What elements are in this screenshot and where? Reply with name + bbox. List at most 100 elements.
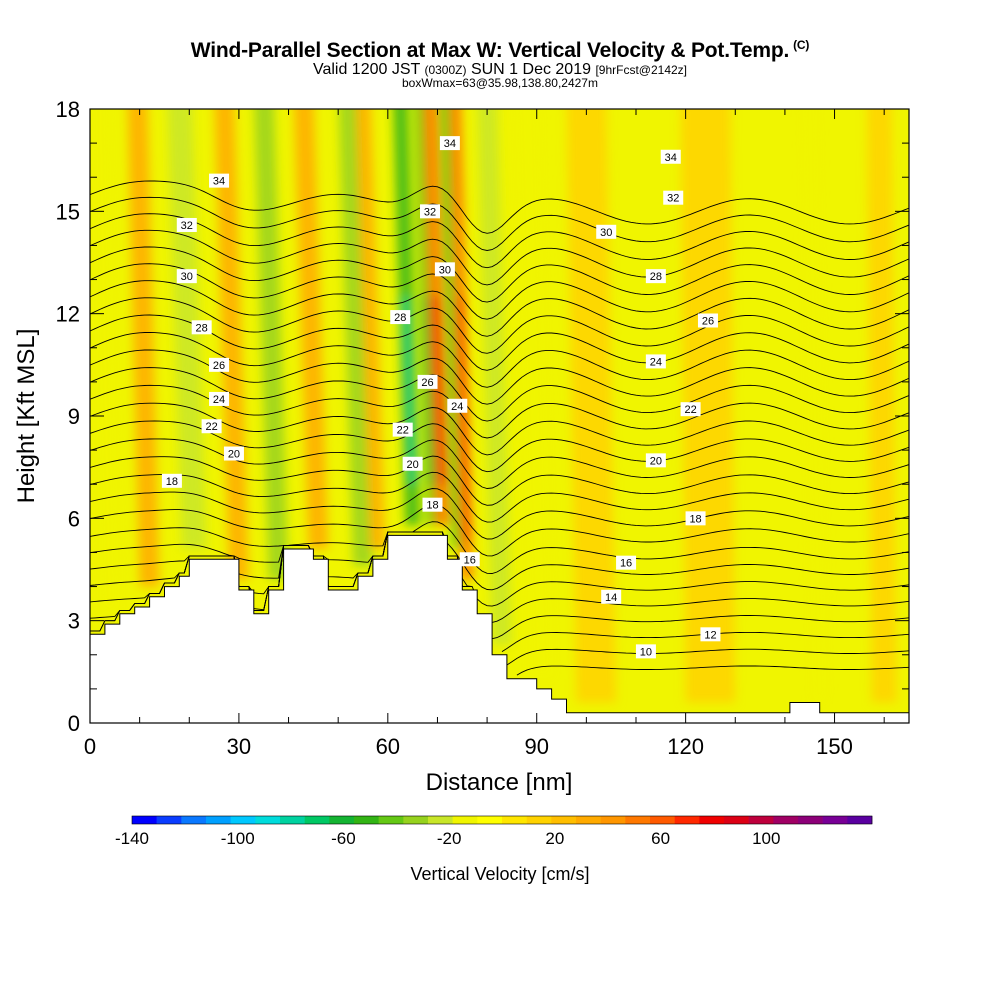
copyright-mark: (C) bbox=[793, 38, 810, 52]
y-tick-label: 18 bbox=[56, 97, 80, 122]
y-axis-label: Height [Kft MSL] bbox=[13, 329, 40, 504]
theta-label: 16 bbox=[616, 555, 637, 570]
theta-contour bbox=[90, 213, 909, 269]
theta-contours bbox=[90, 180, 909, 676]
colorbar-swatch bbox=[526, 816, 552, 824]
svg-text:26: 26 bbox=[213, 360, 225, 372]
colorbar-swatch bbox=[156, 816, 182, 824]
velocity-core bbox=[431, 296, 446, 485]
svg-text:34: 34 bbox=[665, 152, 677, 164]
svg-text:30: 30 bbox=[600, 227, 612, 239]
colorbar-tick-label: 100 bbox=[752, 829, 780, 848]
theta-contour bbox=[90, 349, 909, 405]
colorbar-swatch bbox=[206, 816, 231, 824]
theta-label: 28 bbox=[645, 269, 666, 284]
colorbar-swatch bbox=[798, 816, 823, 824]
colorbar-swatch bbox=[502, 816, 527, 824]
theta-label: 18 bbox=[161, 473, 182, 488]
theta-contour bbox=[90, 196, 909, 251]
svg-text:16: 16 bbox=[620, 558, 632, 570]
theta-label: 26 bbox=[417, 374, 438, 389]
velocity-core bbox=[401, 296, 416, 485]
svg-text:22: 22 bbox=[397, 425, 409, 437]
terrain bbox=[90, 534, 909, 723]
svg-text:34: 34 bbox=[444, 138, 456, 150]
svg-text:22: 22 bbox=[205, 421, 217, 433]
theta-contour bbox=[90, 531, 909, 607]
colorbar-swatch bbox=[576, 816, 601, 824]
colorbar-tick-label: -100 bbox=[221, 829, 255, 848]
colorbar-swatch bbox=[551, 816, 577, 824]
svg-text:24: 24 bbox=[650, 356, 662, 368]
svg-text:26: 26 bbox=[702, 315, 714, 327]
theta-contour bbox=[90, 297, 909, 354]
x-tick-label: 150 bbox=[816, 734, 853, 759]
theta-label: 20 bbox=[402, 456, 423, 471]
theta-labels: 34 32 30 28 26 24 22 20 18 34 32 30 28 26 24 22 20 18 16 34… bbox=[161, 136, 721, 659]
svg-text:18: 18 bbox=[689, 513, 701, 525]
velocity-band bbox=[439, 109, 464, 549]
svg-text:32: 32 bbox=[667, 193, 679, 205]
plot-area: 34 32 30 28 26 24 22 20 18 34 32 30 28 26 24 22 20 18 16 34… bbox=[90, 109, 909, 723]
colorbar-swatch bbox=[600, 816, 626, 824]
svg-text:18: 18 bbox=[166, 476, 178, 488]
theta-label: 18 bbox=[685, 511, 706, 526]
colorbar-tick-label: -20 bbox=[437, 829, 462, 848]
x-tick-label: 30 bbox=[227, 734, 251, 759]
y-tick-label: 3 bbox=[68, 609, 80, 634]
theta-contour bbox=[90, 420, 909, 473]
velocity-field bbox=[90, 109, 897, 703]
colorbar-swatch bbox=[699, 816, 725, 824]
colorbar-tick-label: -140 bbox=[115, 829, 149, 848]
svg-text:16: 16 bbox=[464, 554, 476, 566]
svg-text:34: 34 bbox=[213, 176, 225, 188]
x-axis-label: Distance [nm] bbox=[426, 769, 573, 796]
theta-contour bbox=[90, 531, 909, 591]
theta-contour bbox=[90, 402, 909, 456]
theta-label: 22 bbox=[201, 419, 222, 434]
theta-label: 32 bbox=[176, 217, 197, 232]
colorbar-swatch bbox=[329, 816, 355, 824]
svg-text:28: 28 bbox=[650, 271, 662, 283]
y-tick-label: 0 bbox=[68, 711, 80, 736]
y-axis: 0 3 6 9 12 15 18 bbox=[56, 97, 909, 736]
theta-label: 22 bbox=[392, 422, 413, 437]
colorbar-label: Vertical Velocity [cm/s] bbox=[410, 864, 589, 884]
theta-contour bbox=[90, 180, 909, 234]
velocity-band bbox=[680, 109, 736, 703]
x-tick-label: 90 bbox=[524, 734, 548, 759]
colorbar-swatch bbox=[650, 816, 675, 824]
theta-label: 28 bbox=[390, 310, 411, 325]
colorbar-swatch bbox=[724, 816, 749, 824]
svg-text:32: 32 bbox=[181, 220, 193, 232]
colorbar-tick-label: 60 bbox=[651, 829, 670, 848]
velocity-band bbox=[866, 109, 897, 703]
colorbar-swatch bbox=[452, 816, 478, 824]
theta-label: 16 bbox=[459, 552, 480, 567]
theta-label: 20 bbox=[223, 446, 244, 461]
svg-text:28: 28 bbox=[394, 312, 406, 324]
theta-contour bbox=[90, 280, 909, 337]
theta-label: 32 bbox=[663, 190, 684, 205]
x-tick-label: 0 bbox=[84, 734, 96, 759]
velocity-band bbox=[338, 109, 373, 567]
svg-text:20: 20 bbox=[228, 449, 240, 461]
theta-label: 34 bbox=[439, 136, 460, 151]
theta-label: 30 bbox=[176, 269, 197, 284]
y-tick-label: 12 bbox=[56, 302, 80, 327]
colorbar-swatch bbox=[181, 816, 207, 824]
velocity-band bbox=[294, 109, 329, 549]
velocity-band bbox=[514, 109, 555, 679]
theta-label: 18 bbox=[422, 497, 443, 512]
svg-text:14: 14 bbox=[605, 592, 617, 604]
y-tick-label: 9 bbox=[68, 404, 80, 429]
colorbar-swatch bbox=[748, 816, 774, 824]
colorbar-swatch bbox=[822, 816, 848, 824]
svg-text:24: 24 bbox=[451, 401, 463, 413]
theta-contour bbox=[90, 488, 909, 540]
theta-label: 26 bbox=[209, 357, 230, 372]
theta-label: 10 bbox=[635, 644, 656, 659]
y-tick-label: 15 bbox=[56, 199, 80, 224]
svg-text:12: 12 bbox=[704, 629, 716, 641]
